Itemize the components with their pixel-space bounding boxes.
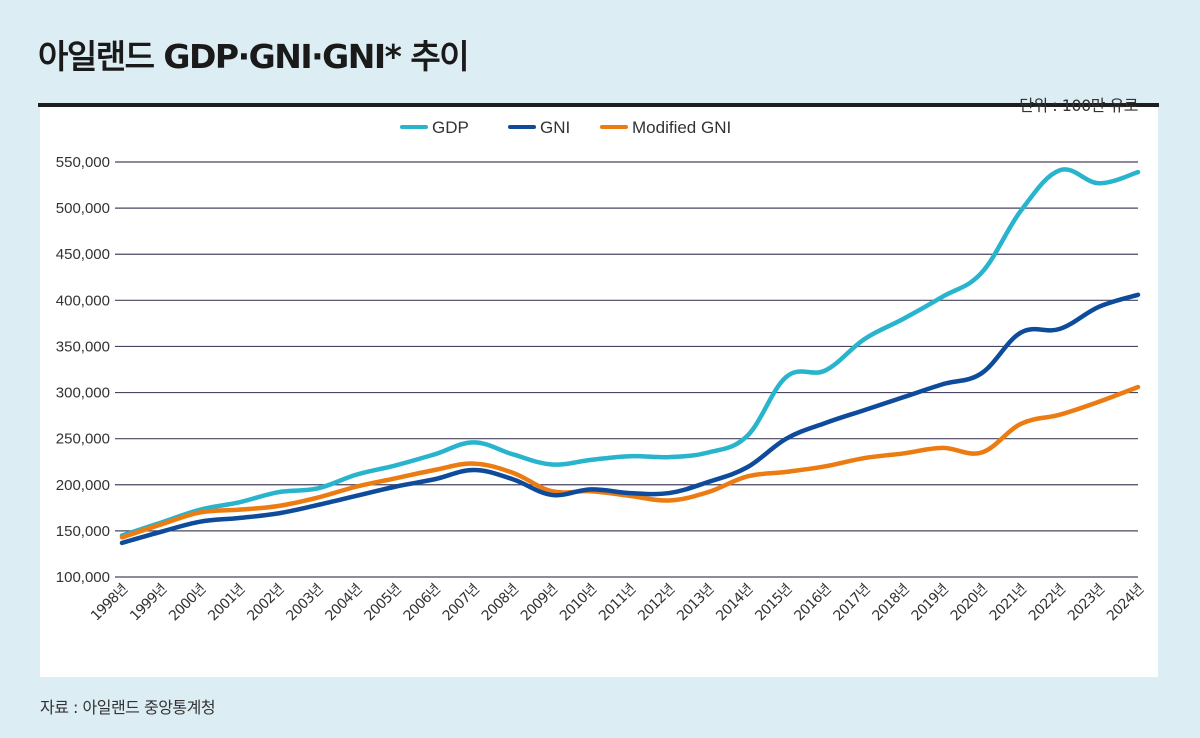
- legend-label-gni: GNI: [540, 118, 570, 137]
- x-tick-label: 2012년: [635, 582, 678, 625]
- y-tick-label: 550,000: [56, 154, 110, 171]
- x-tick-label: 2023년: [1065, 582, 1108, 625]
- y-tick-label: 150,000: [56, 523, 110, 540]
- x-tick-label: 2007년: [440, 582, 483, 625]
- x-tick-label: 2020년: [948, 582, 991, 625]
- x-tick-label: 2005년: [362, 582, 405, 625]
- source-note: 자료 : 아일랜드 중앙통계청: [40, 698, 216, 717]
- legend-label-gdp: GDP: [432, 118, 469, 137]
- legend: GDP GNI Modified GNI: [400, 118, 731, 137]
- title-divider: [38, 103, 1159, 107]
- x-tick-label: 2013년: [674, 582, 717, 625]
- x-axis-ticks: 1998년1999년2000년2001년2002년2003년2004년2005년…: [88, 582, 1147, 625]
- y-tick-label: 200,000: [56, 477, 110, 494]
- y-axis-ticks: 100,000 150,000 200,000 250,000 300,000 350,0…: [56, 154, 110, 586]
- x-tick-label: 2000년: [166, 582, 209, 625]
- series-line-gdp: [119, 167, 1141, 538]
- gridlines: [115, 161, 1138, 578]
- x-tick-label: 2010년: [557, 582, 600, 625]
- y-tick-label: 100,000: [56, 569, 110, 586]
- x-tick-label: 2015년: [752, 582, 795, 625]
- x-tick-label: 1998년: [88, 582, 131, 625]
- legend-label-modified-gni: Modified GNI: [632, 118, 731, 137]
- x-tick-label: 2017년: [830, 582, 873, 625]
- y-tick-label: 500,000: [56, 200, 110, 217]
- y-tick-label: 250,000: [56, 431, 110, 448]
- chart-title: 아일랜드 GDP·GNI·GNI* 추이: [38, 37, 470, 76]
- x-tick-label: 2006년: [401, 582, 444, 625]
- x-tick-label: 2003년: [283, 582, 326, 625]
- y-tick-label: 300,000: [56, 385, 110, 402]
- x-tick-label: 2022년: [1026, 582, 1069, 625]
- x-tick-label: 2016년: [791, 582, 834, 625]
- x-tick-label: 2024년: [1104, 582, 1147, 625]
- y-tick-label: 400,000: [56, 292, 110, 309]
- x-tick-label: 2014년: [713, 582, 756, 625]
- x-tick-label: 2001년: [205, 582, 248, 625]
- x-tick-label: 2018년: [870, 582, 913, 625]
- unit-label: 단위 : 100만 유로: [1019, 96, 1138, 115]
- x-tick-label: 2002년: [244, 582, 287, 625]
- x-tick-label: 2009년: [518, 582, 561, 625]
- series-lines: [119, 167, 1141, 546]
- x-tick-label: 2004년: [322, 582, 365, 625]
- y-tick-label: 450,000: [56, 246, 110, 263]
- x-tick-label: 2019년: [909, 582, 952, 625]
- x-tick-label: 2011년: [596, 582, 639, 625]
- x-tick-label: 2021년: [987, 582, 1030, 625]
- x-tick-label: 1999년: [127, 582, 170, 625]
- x-tick-label: 2008년: [479, 582, 522, 625]
- y-tick-label: 350,000: [56, 338, 110, 355]
